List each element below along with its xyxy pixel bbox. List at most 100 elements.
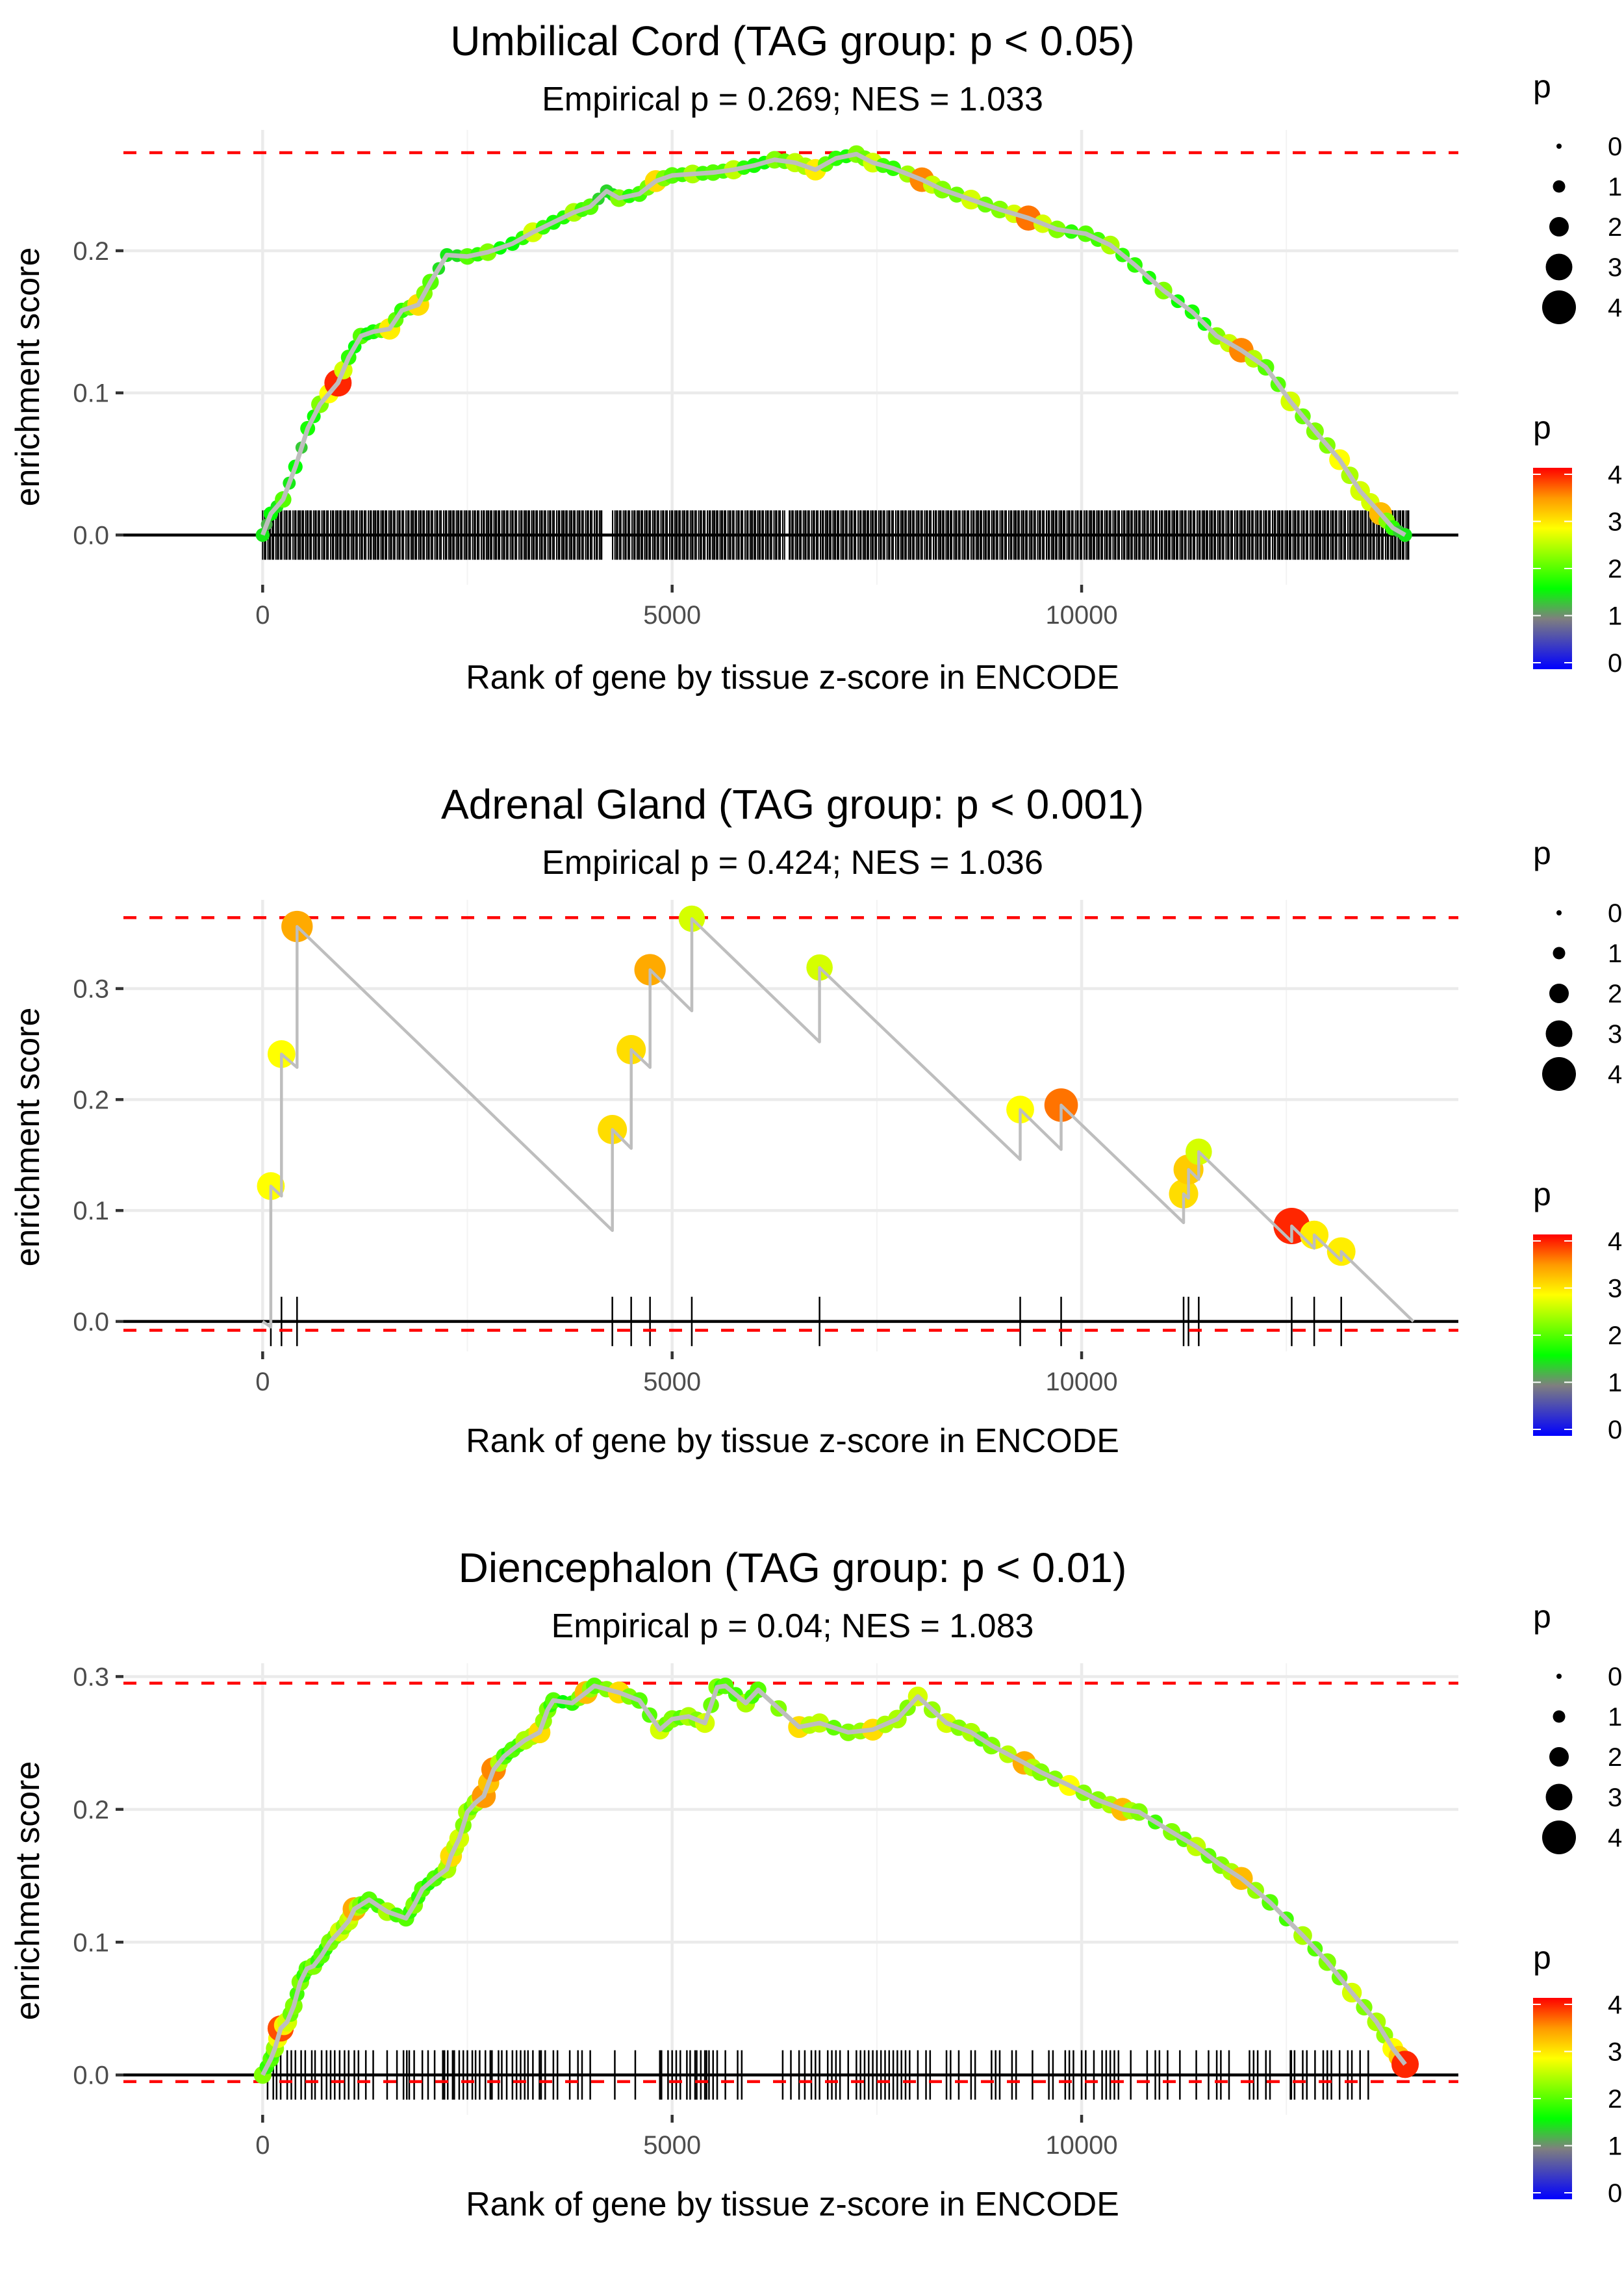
size-legend-label: 3 (1608, 1020, 1622, 1049)
x-tick-label: 0 (255, 2131, 270, 2160)
color-legend-label: 3 (1608, 2038, 1622, 2067)
color-legend-label: 2 (1608, 1322, 1622, 1350)
x-tick-label: 10000 (1045, 601, 1117, 630)
x-axis-title: Rank of gene by tissue z-score in ENCODE (466, 1422, 1119, 1460)
y-tick-labels: 0.0 0.1 0.2 0.3 (73, 1663, 109, 2089)
chart-title: Umbilical Cord (TAG group: p < 0.05) (450, 18, 1134, 64)
y-tick-label: 0.0 (73, 1308, 109, 1336)
size-legend-label: 4 (1608, 1824, 1622, 1852)
color-legend-label: 3 (1608, 1275, 1622, 1303)
size-legend-label: 4 (1608, 1060, 1622, 1089)
size-legend-label: 4 (1608, 294, 1622, 322)
y-tick-label: 0.2 (73, 237, 109, 266)
panel-umbilical-cord: Umbilical Cord (TAG group: p < 0.05) Emp… (9, 18, 1458, 696)
x-tick-label: 10000 (1045, 2131, 1117, 2160)
x-tick-labels: 0 5000 10000 (255, 601, 1117, 630)
color-legend-label: 2 (1608, 2085, 1622, 2114)
grid (123, 900, 1458, 1351)
size-legend-title: p (1533, 68, 1551, 105)
chart-subtitle: Empirical p = 0.04; NES = 1.083 (552, 1607, 1034, 1645)
y-tick-label: 0.1 (73, 1928, 109, 1957)
size-legend-label: 0 (1608, 1663, 1622, 1691)
color-legend-label: 1 (1608, 1369, 1622, 1398)
size-legend-key (1549, 984, 1569, 1003)
size-legend-key (1556, 144, 1562, 149)
size-legend-label: 0 (1608, 899, 1622, 928)
size-legend-key (1542, 290, 1576, 324)
y-axis-title: enrichment score (9, 248, 47, 507)
color-legend-label: 4 (1608, 461, 1622, 489)
y-axis-title: enrichment score (9, 1761, 47, 2021)
points (255, 145, 1412, 543)
x-tick-labels: 0 5000 10000 (255, 1368, 1117, 1396)
y-tick-labels: 0.0 0.1 0.2 (73, 237, 109, 550)
x-tick-label: 0 (255, 1368, 270, 1396)
plot-area (116, 130, 1458, 593)
legend: p 0 1 2 3 4 p 4 3 2 1 0 (1533, 835, 1622, 1444)
size-legend-key (1553, 947, 1566, 960)
size-legend-key (1553, 1710, 1566, 1723)
color-legend-label: 0 (1608, 2179, 1622, 2208)
es-curve (260, 151, 1406, 537)
size-legend-key (1553, 180, 1566, 193)
legend: p 0 1 2 3 4 p 4 3 2 1 0 (1533, 68, 1622, 678)
y-tick-label: 0.3 (73, 975, 109, 1004)
size-legend-label: 2 (1608, 1743, 1622, 1772)
es-curve (262, 917, 1415, 1329)
size-legend-label: 2 (1608, 980, 1622, 1008)
size-legend-key (1549, 1747, 1569, 1767)
size-legend-label: 1 (1608, 939, 1622, 968)
x-tick-label: 10000 (1045, 1368, 1117, 1396)
plot-area (116, 1663, 1458, 2123)
chart-subtitle: Empirical p = 0.269; NES = 1.033 (542, 81, 1043, 118)
size-legend-key (1542, 1820, 1576, 1854)
size-legend-key (1556, 910, 1562, 915)
color-legend-title: p (1533, 1939, 1551, 1976)
panel-adrenal-gland: Adrenal Gland (TAG group: p < 0.001) Emp… (9, 781, 1458, 1460)
size-legend-key (1556, 1674, 1562, 1679)
x-axis-title: Rank of gene by tissue z-score in ENCODE (466, 2186, 1119, 2223)
size-legend-title: p (1533, 835, 1551, 871)
y-axis-title: enrichment score (9, 1008, 47, 1267)
x-tick-label: 5000 (643, 1368, 701, 1396)
x-tick-label: 5000 (643, 2131, 701, 2160)
size-legend-label: 3 (1608, 253, 1622, 282)
size-legend-title: p (1533, 1598, 1551, 1635)
color-legend-title: p (1533, 1176, 1551, 1212)
color-legend-label: 4 (1608, 1991, 1622, 2019)
chart-title: Diencephalon (TAG group: p < 0.01) (459, 1544, 1127, 1591)
plot-area (116, 900, 1458, 1359)
panel-diencephalon: Diencephalon (TAG group: p < 0.01) Empir… (9, 1544, 1458, 2223)
chart-subtitle: Empirical p = 0.424; NES = 1.036 (542, 844, 1043, 882)
size-legend-label: 0 (1608, 133, 1622, 161)
color-legend-label: 1 (1608, 2132, 1622, 2161)
color-legend-label: 0 (1608, 649, 1622, 678)
size-legend-key (1542, 1057, 1576, 1091)
es-curve (260, 1683, 1407, 2076)
y-tick-label: 0.1 (73, 1197, 109, 1225)
y-tick-labels: 0.0 0.1 0.2 0.3 (73, 975, 109, 1336)
size-legend-key (1545, 253, 1573, 281)
color-legend-label: 2 (1608, 555, 1622, 583)
y-tick-label: 0.2 (73, 1796, 109, 1824)
color-legend-label: 3 (1608, 508, 1622, 537)
y-tick-label: 0.2 (73, 1086, 109, 1114)
size-legend-key (1545, 1783, 1573, 1811)
x-tick-label: 0 (255, 601, 270, 630)
color-legend-label: 0 (1608, 1416, 1622, 1444)
size-legend-label: 1 (1608, 173, 1622, 201)
size-legend-label: 3 (1608, 1783, 1622, 1812)
y-tick-label: 0.0 (73, 521, 109, 550)
x-axis-title: Rank of gene by tissue z-score in ENCODE (466, 659, 1119, 696)
color-legend-label: 1 (1608, 602, 1622, 631)
color-legend-label: 4 (1608, 1227, 1622, 1256)
size-legend-key (1545, 1020, 1573, 1047)
x-tick-label: 5000 (643, 601, 701, 630)
size-legend-label: 2 (1608, 213, 1622, 242)
x-tick-labels: 0 5000 10000 (255, 2131, 1117, 2160)
y-tick-label: 0.3 (73, 1663, 109, 1691)
y-tick-label: 0.0 (73, 2062, 109, 2090)
size-legend-label: 1 (1608, 1703, 1622, 1731)
chart-title: Adrenal Gland (TAG group: p < 0.001) (441, 781, 1144, 828)
